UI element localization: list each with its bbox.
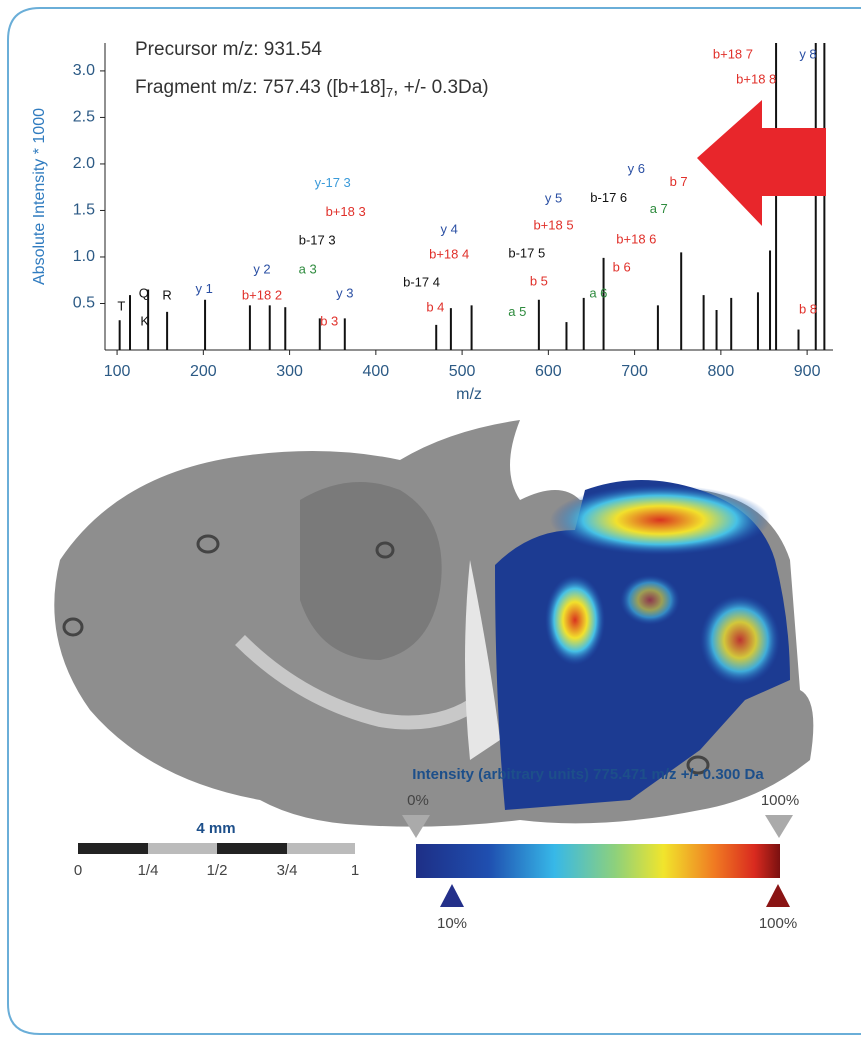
scale-tick-label: 0 [74,862,82,879]
vessel [62,617,84,637]
spectrum: 0.5 1.0 1.5 2.0 2.5 3.0 100 200 300 400 500 600 700 8… [31,39,833,403]
fragment-label: y 2 [253,261,270,276]
y-tick-label: 1.0 [73,248,95,265]
hotspot [545,575,605,665]
x-tick-label: 100 [104,363,131,380]
scale-segment [287,843,355,854]
colorbar-label: 0% [407,792,429,809]
fragment-label: y 6 [628,161,645,176]
ms-image [495,480,790,810]
scale-segment [148,843,217,854]
vessel [686,755,710,775]
fragment-label: y-17 3 [315,175,351,190]
fragment-label: b+18 2 [242,287,282,302]
x-tick-label: 200 [190,363,217,380]
colorbar-label: 10% [437,915,467,932]
colorbar-label: 100% [759,915,797,932]
fragment-label: K [140,314,149,329]
fragment-label: Q [139,286,149,301]
y-tick-label: 3.0 [73,62,95,79]
colorbar: Intensity (arbitrary units) 775.471 m/z … [402,766,799,932]
annotation-part: Fragment m/z: 757.43 ([b+18] [135,77,386,98]
scale-segment [78,843,148,854]
colorbar-label: 100% [761,792,799,809]
fragment-label: b-17 3 [299,233,336,248]
fragment-label: b 4 [426,300,444,315]
vessel [196,534,220,554]
fragment-label: b+18 6 [616,232,656,247]
frame [7,7,861,1035]
fragment-label: b-17 6 [590,190,627,205]
fragment-label: b+18 3 [326,204,366,219]
fragment-label: a 5 [508,304,526,319]
fragment-label: b 6 [613,260,631,275]
hotspot [700,595,780,685]
colorbar-gradient [416,844,780,878]
marker [440,884,464,907]
fiber [235,635,485,730]
x-axis-label: m/z [456,386,482,403]
fragment-label: b 5 [530,274,548,289]
colorbar-title: Intensity (arbitrary units) 775.471 m/z … [412,766,764,783]
marker [402,815,430,838]
fragment-label: T [117,299,125,314]
x-tick-label: 500 [449,363,476,380]
fragment-label: a 7 [650,201,668,216]
scale-label: 4 mm [196,820,235,837]
tissue-image [54,420,814,827]
fragment-label: R [162,287,171,302]
fragment-label: y 8 [799,47,816,62]
fragment-label: y 4 [440,221,457,236]
fragment-label: b+18 7 [713,47,753,62]
marker [765,815,793,838]
fragment-label: a 3 [299,261,317,276]
fragment-label: b 3 [320,314,338,329]
marker [766,884,790,907]
annotation-part: 7 [386,85,393,100]
hotspot [550,485,770,555]
y-tick-label: 2.5 [73,109,95,126]
annotation-part: , +/- 0.3Da) [393,77,489,98]
fragment-label: y 5 [545,191,562,206]
hotspot [620,575,680,625]
y-tick-label: 1.5 [73,202,95,219]
scale-tick-label: 1/4 [138,862,159,879]
fragment-label: b+18 4 [429,247,469,262]
vessel [375,541,395,559]
ventricle [465,560,500,760]
fragment-label: y 3 [336,286,353,301]
scale-tick-label: 1 [351,862,359,879]
peaks [118,43,826,350]
fragment-label: b+18 5 [533,218,573,233]
scale-tick-label: 3/4 [277,862,298,879]
x-tick-label: 400 [362,363,389,380]
arrow [697,100,826,226]
x-tick-label: 900 [794,363,821,380]
fragment-label: b-17 5 [508,246,545,261]
region [300,482,442,660]
y-tick-label: 2.0 [73,155,95,172]
y-tick-label: 0.5 [73,295,95,312]
x-tick-label: 800 [708,363,735,380]
annotation: Precursor m/z: 931.54 [135,39,322,60]
fragment-label: b-17 4 [403,274,440,289]
x-tick-label: 600 [535,363,562,380]
x-tick-label: 700 [621,363,648,380]
y-axis-label: Absolute Intensity * 1000 [31,108,48,285]
scale-tick-label: 1/2 [207,862,228,879]
fragment-label: a 6 [589,286,607,301]
fragment-label: y 1 [196,281,213,296]
x-tick-label: 300 [276,363,303,380]
scale-bar: 4 mm 0 1/4 1/2 3/4 1 [74,820,359,879]
fragment-label: b 7 [670,174,688,189]
annotation: Fragment m/z: 757.43 ([b+18]7, +/- 0.3Da… [135,77,489,100]
scale-segment [217,843,287,854]
fragment-label: b+18 8 [736,72,776,87]
fragment-label: b 8 [799,301,817,316]
